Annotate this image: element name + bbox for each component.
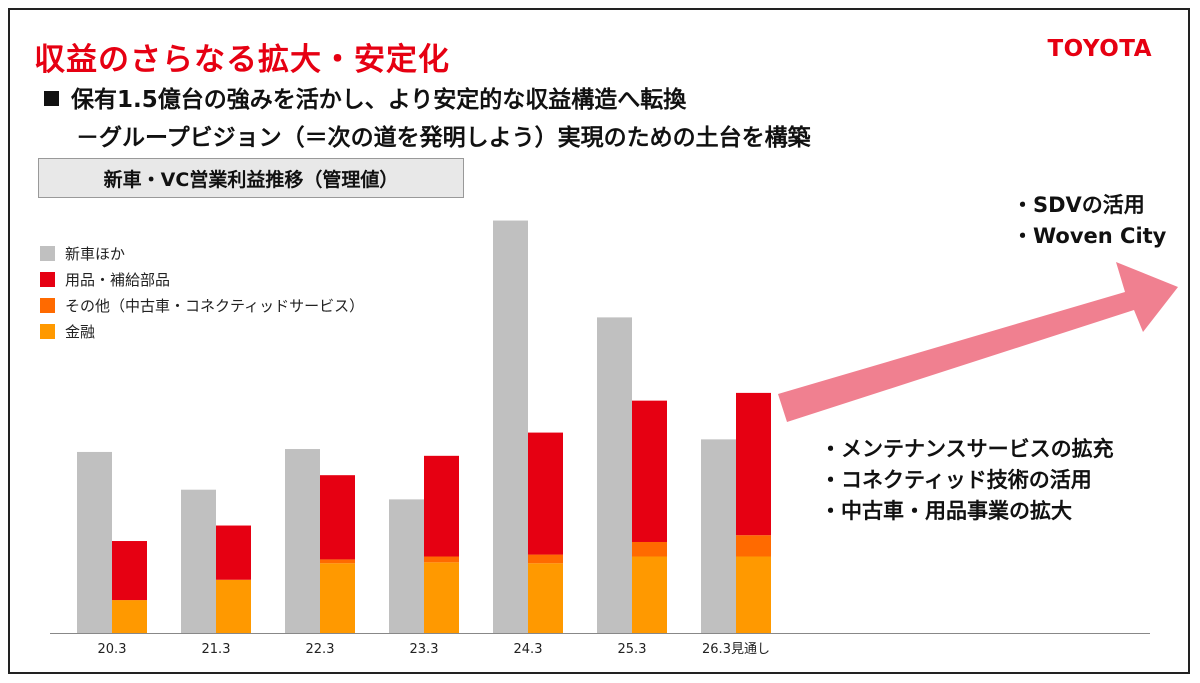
callout-initiative-item: ・メンテナンスサービスの拡充 — [820, 437, 1114, 461]
x-tick-label: 21.3 — [202, 642, 231, 657]
bar-segment — [216, 579, 251, 633]
x-tick-label: 26.3見通し — [702, 642, 770, 657]
x-tick-label: 25.3 — [618, 642, 647, 657]
bar-segment — [424, 455, 459, 557]
bar-segment — [424, 562, 459, 633]
bar-segment — [320, 563, 355, 633]
callout-initiative-item: ・中古車・用品事業の拡大 — [820, 499, 1072, 523]
legend-label-other: その他（中古車・コネクティッドサービス） — [65, 296, 365, 315]
bar-segment — [320, 559, 355, 564]
legend-label-parts: 用品・補給部品 — [65, 270, 171, 289]
bar-segment — [736, 556, 771, 633]
bar-segment — [320, 475, 355, 560]
bar-segment — [528, 563, 563, 633]
x-tick-label: 20.3 — [98, 642, 127, 657]
bar-segment — [528, 554, 563, 564]
bar-segment — [528, 432, 563, 555]
legend-swatch-parts — [40, 271, 55, 287]
bar-segment — [632, 556, 667, 633]
legend-item-parts: 用品・補給部品 — [40, 266, 364, 292]
callout-future: ・SDVの活用 ・Woven City — [1012, 190, 1166, 252]
headline-text: 保有1.5億台の強みを活かし、より安定的な収益構造へ転換 — [71, 87, 687, 113]
chart-legend: 新車ほか 用品・補給部品 その他（中古車・コネクティッドサービス） 金融 — [40, 240, 364, 344]
square-bullet-icon — [44, 91, 59, 106]
callout-future-item: ・Woven City — [1012, 224, 1167, 248]
legend-swatch-other — [40, 297, 55, 313]
toyota-logo: TOYOTA — [1047, 36, 1152, 62]
subline: －グループビジョン（＝次の道を発明しよう）実現のための土台を構築 — [76, 125, 811, 151]
bar-segment — [112, 541, 147, 601]
bar-segment — [112, 600, 147, 633]
growth-arrow — [778, 262, 1178, 422]
callout-initiative-item: ・コネクティッド技術の活用 — [820, 468, 1092, 492]
legend-label-new-car: 新車ほか — [65, 244, 126, 263]
bar-new-car — [77, 451, 112, 633]
callout-future-item: ・SDVの活用 — [1012, 193, 1145, 217]
x-tick-label: 24.3 — [514, 642, 543, 657]
x-tick-label: 22.3 — [306, 642, 335, 657]
legend-item-other: その他（中古車・コネクティッドサービス） — [40, 292, 364, 318]
bar-new-car — [597, 317, 632, 633]
bar-new-car — [389, 499, 424, 633]
legend-swatch-finance — [40, 323, 55, 339]
legend-swatch-new-car — [40, 245, 55, 261]
bar-new-car — [701, 439, 736, 633]
legend-label-finance: 金融 — [65, 322, 96, 341]
bar-segment — [736, 392, 771, 536]
chart-label: 新車・VC営業利益推移（管理値） — [38, 158, 464, 198]
bar-segment — [632, 541, 667, 557]
headline: 保有1.5億台の強みを活かし、より安定的な収益構造へ転換 — [44, 80, 686, 114]
bar-segment — [424, 556, 459, 563]
legend-item-finance: 金融 — [40, 318, 364, 344]
bar-segment — [216, 525, 251, 580]
bar-new-car — [493, 220, 528, 633]
page-title: 収益のさらなる拡大・安定化 — [34, 42, 450, 78]
callout-initiatives: ・メンテナンスサービスの拡充 ・コネクティッド技術の活用 ・中古車・用品事業の拡… — [820, 434, 1114, 527]
bar-segment — [736, 535, 771, 557]
bar-segment — [632, 400, 667, 542]
bar-new-car — [285, 449, 320, 633]
legend-item-new-car: 新車ほか — [40, 240, 364, 266]
bar-new-car — [181, 489, 216, 633]
x-tick-label: 23.3 — [410, 642, 439, 657]
